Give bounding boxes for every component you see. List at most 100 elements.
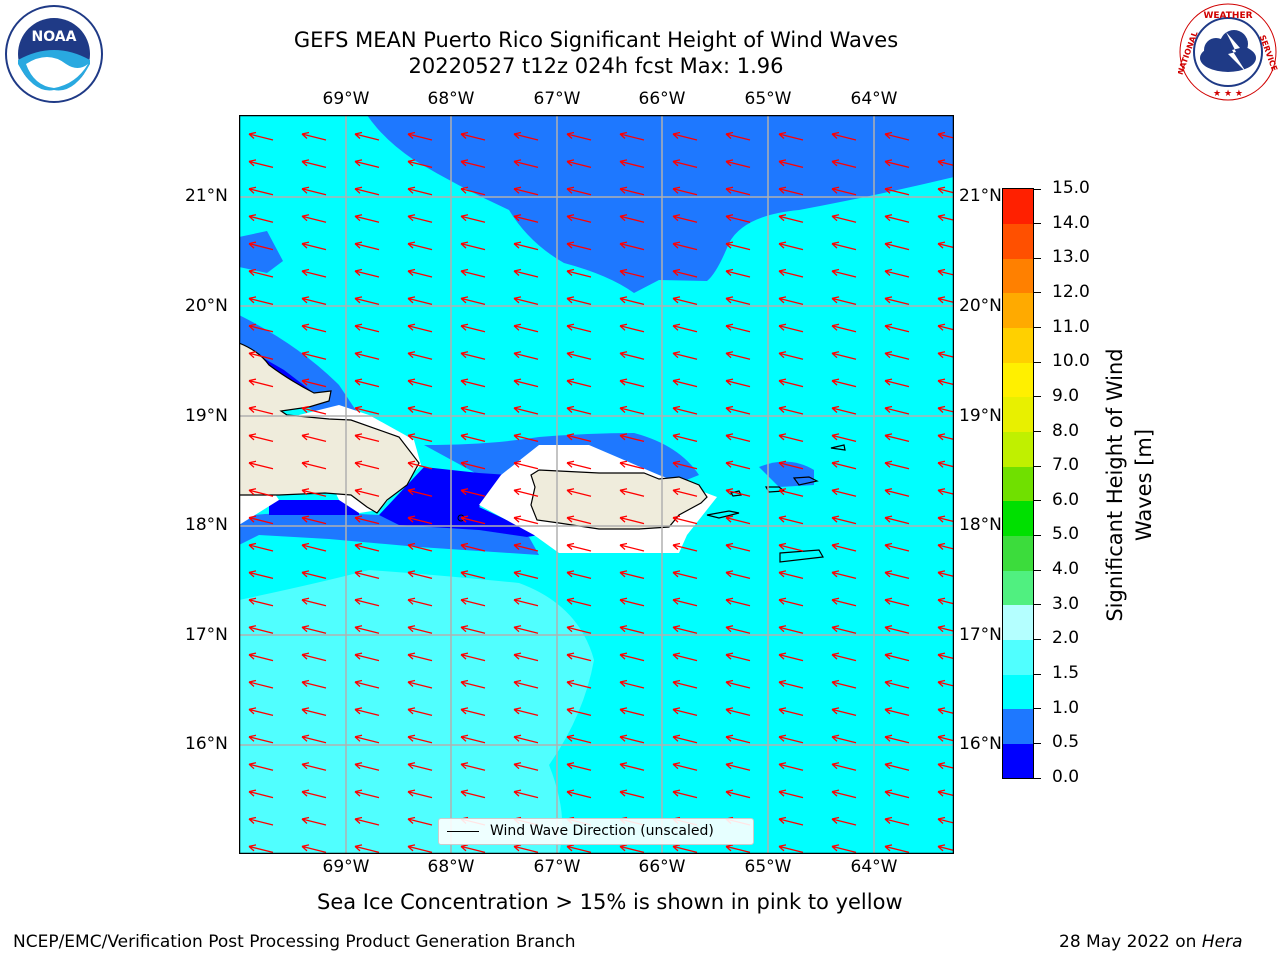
wind-wave-arrow bbox=[566, 378, 592, 388]
svg-text:★ ★ ★: ★ ★ ★ bbox=[1213, 89, 1243, 99]
wind-wave-arrow bbox=[884, 488, 910, 497]
wind-wave-arrow bbox=[566, 789, 592, 799]
wind-wave-arrow bbox=[937, 597, 954, 605]
wind-wave-arrow bbox=[566, 652, 592, 662]
colorbar-tick-mark bbox=[1034, 257, 1041, 259]
wind-wave-arrow bbox=[513, 652, 539, 662]
wind-wave-arrow bbox=[725, 433, 751, 443]
wind-wave-arrow bbox=[354, 762, 380, 771]
wave-zone-0.5-1m-west bbox=[239, 231, 283, 273]
wind-wave-arrow bbox=[566, 405, 592, 415]
colorbar-segment bbox=[1003, 743, 1033, 779]
title-line-1: GEFS MEAN Puerto Rico Significant Height… bbox=[293, 28, 899, 52]
wind-wave-arrow bbox=[672, 542, 698, 552]
culebra-island bbox=[730, 490, 742, 497]
wind-wave-arrow bbox=[354, 131, 380, 141]
wind-wave-arrow bbox=[248, 323, 274, 333]
wind-wave-arrow bbox=[619, 378, 645, 388]
wind-wave-arrow bbox=[566, 460, 592, 470]
wind-wave-arrow bbox=[884, 625, 910, 634]
wind-wave-arrow bbox=[778, 625, 804, 634]
wind-wave-arrow bbox=[513, 296, 539, 306]
wind-wave-arrow bbox=[672, 460, 698, 470]
wind-wave-arrow bbox=[460, 268, 486, 278]
wind-wave-arrow bbox=[248, 268, 274, 278]
wind-wave-arrow bbox=[566, 433, 592, 443]
wind-wave-arrow bbox=[566, 734, 592, 744]
wind-wave-arrow bbox=[672, 734, 698, 744]
wind-wave-arrow bbox=[354, 159, 380, 169]
lat-label-left-18n: 18°N bbox=[185, 515, 228, 535]
wind-wave-arrow bbox=[248, 378, 274, 388]
wind-wave-arrow bbox=[619, 159, 645, 169]
wind-wave-arrow bbox=[937, 816, 954, 824]
wind-wave-arrow bbox=[407, 268, 433, 278]
wind-wave-arrow bbox=[725, 460, 751, 470]
colorbar-tick-label: 0.5 bbox=[1052, 732, 1080, 753]
wind-wave-arrow bbox=[248, 679, 274, 689]
wind-wave-arrow bbox=[831, 296, 857, 306]
wind-wave-arrow bbox=[619, 405, 645, 415]
wind-wave-arrow bbox=[672, 570, 698, 580]
wind-wave-arrow bbox=[937, 351, 954, 359]
wind-wave-arrow bbox=[831, 515, 857, 525]
wind-wave-arrow bbox=[725, 131, 751, 141]
wind-wave-arrow bbox=[831, 460, 857, 470]
wind-wave-arrow bbox=[725, 570, 751, 580]
wind-wave-arrow bbox=[725, 214, 751, 223]
wind-wave-arrow bbox=[301, 214, 327, 223]
wind-wave-arrow bbox=[407, 323, 433, 333]
wind-wave-arrow bbox=[354, 570, 380, 580]
wind-wave-arrow bbox=[301, 652, 327, 662]
wind-wave-arrow bbox=[566, 296, 592, 306]
wind-wave-arrow bbox=[778, 214, 804, 223]
wind-wave-arrow bbox=[513, 542, 539, 552]
nws-logo: WEATHER NATIONAL SERVICE ★ ★ ★ bbox=[1178, 3, 1278, 101]
wind-wave-arrow bbox=[460, 296, 486, 306]
wind-wave-arrow bbox=[831, 542, 857, 552]
wind-wave-arrow bbox=[460, 159, 486, 169]
wind-wave-arrow bbox=[407, 515, 433, 525]
colorbar-segment bbox=[1003, 189, 1033, 225]
wind-wave-arrow bbox=[937, 762, 954, 770]
wind-wave-arrow bbox=[354, 186, 380, 196]
wind-wave-arrow bbox=[672, 844, 698, 854]
wind-wave-arrow bbox=[301, 378, 327, 388]
wind-wave-arrow bbox=[619, 214, 645, 223]
colorbar-tick-label: 15.0 bbox=[1052, 178, 1090, 198]
wind-wave-arrow bbox=[884, 816, 910, 826]
wind-wave-arrow bbox=[725, 734, 751, 744]
map-legend: Wind Wave Direction (unscaled) bbox=[438, 818, 754, 845]
wind-wave-arrow bbox=[937, 707, 954, 715]
wind-wave-arrow bbox=[407, 734, 433, 744]
wind-wave-arrow bbox=[778, 542, 804, 552]
wind-wave-arrow bbox=[301, 488, 327, 497]
wind-wave-arrow bbox=[725, 186, 751, 196]
wind-wave-arrow bbox=[778, 433, 804, 443]
wind-wave-arrow bbox=[354, 351, 380, 360]
wind-wave-arrow bbox=[778, 241, 804, 251]
wind-wave-arrow bbox=[460, 378, 486, 388]
wind-wave-arrow bbox=[619, 186, 645, 196]
wind-wave-arrow bbox=[619, 351, 645, 360]
wind-wave-arrow bbox=[248, 707, 274, 717]
wind-wave-arrow bbox=[301, 405, 327, 415]
wind-wave-arrow bbox=[460, 488, 486, 497]
colorbar-tick-mark bbox=[1034, 777, 1041, 779]
wind-wave-arrow bbox=[513, 460, 539, 470]
wind-wave-arrow bbox=[672, 515, 698, 525]
wind-wave-arrow bbox=[248, 296, 274, 306]
wind-wave-arrow bbox=[831, 268, 857, 278]
colorbar-tick-label: 4.0 bbox=[1052, 559, 1080, 580]
colorbar-segment bbox=[1003, 639, 1033, 675]
wave-zone-0.5-1m-hispaniola bbox=[239, 315, 359, 415]
wind-wave-arrow bbox=[778, 515, 804, 525]
wind-wave-arrow bbox=[248, 186, 274, 196]
wind-wave-arrow bbox=[672, 351, 698, 360]
wind-wave-arrow bbox=[460, 131, 486, 141]
wind-wave-arrow bbox=[778, 296, 804, 306]
wind-wave-arrow bbox=[407, 159, 433, 169]
wind-wave-arrow bbox=[884, 296, 910, 306]
wind-wave-arrow bbox=[301, 351, 327, 360]
colorbar-tick-label: 6.0 bbox=[1052, 489, 1080, 510]
